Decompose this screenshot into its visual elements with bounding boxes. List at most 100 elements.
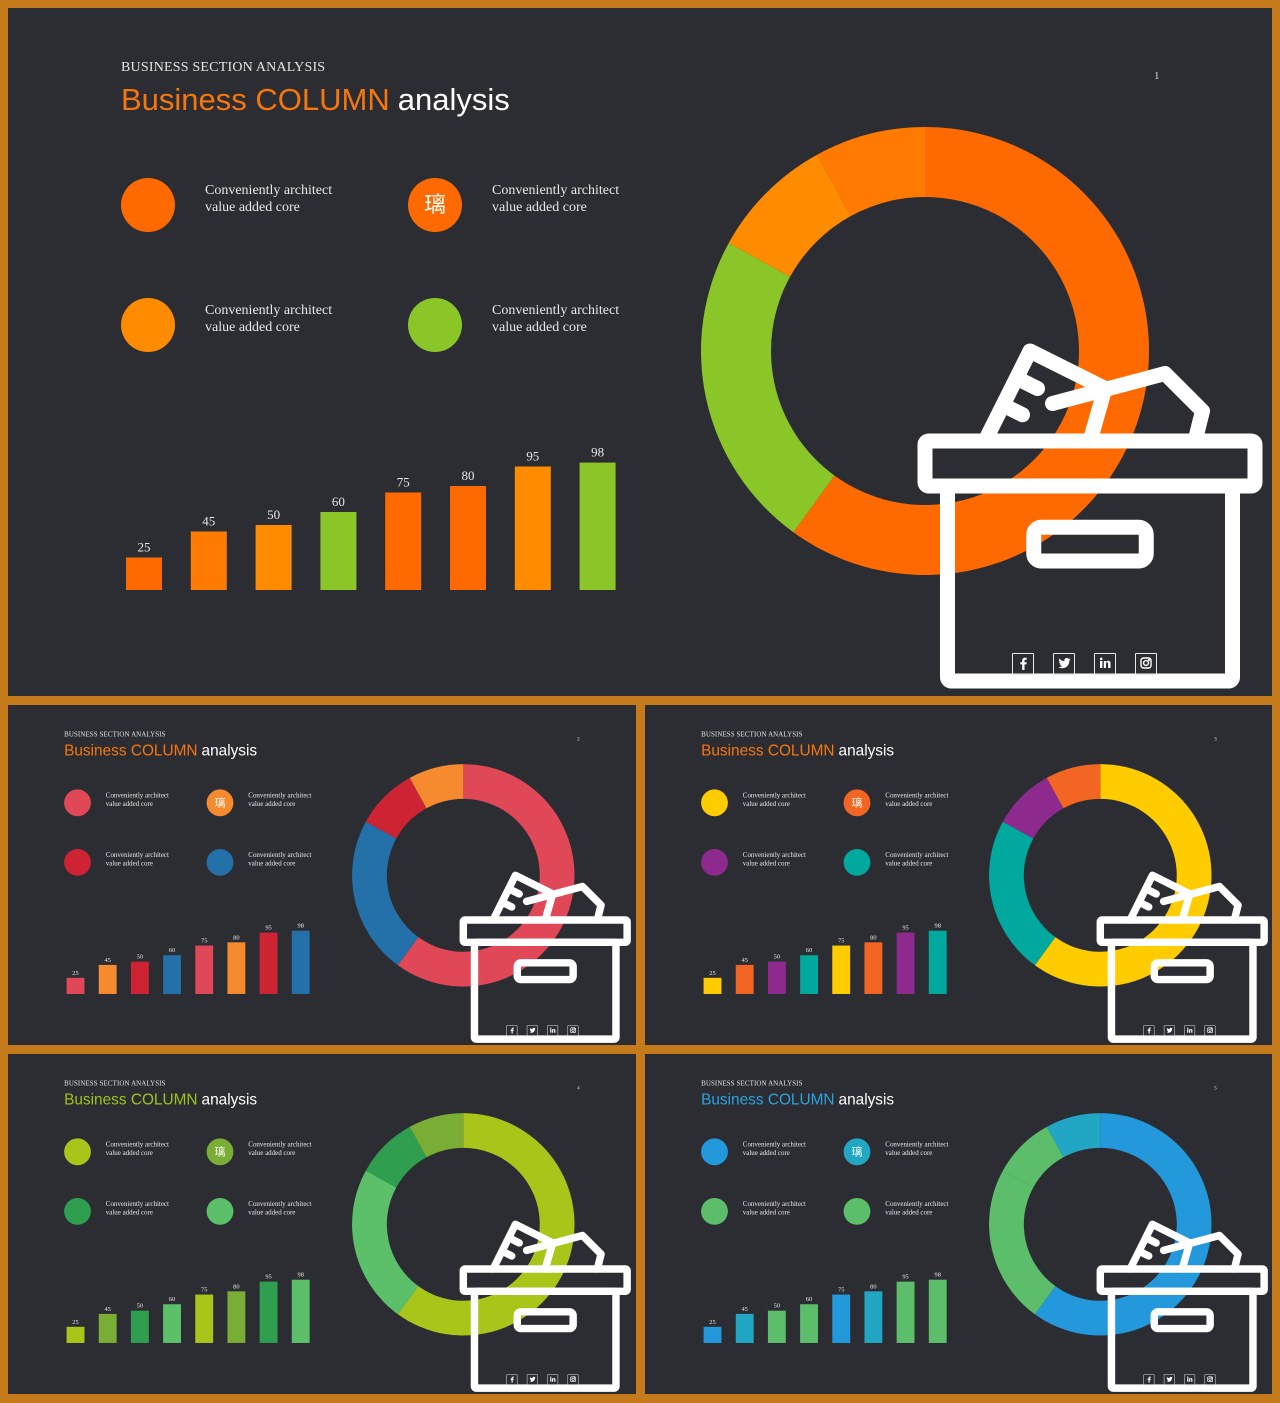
donut-slice-1 — [397, 764, 575, 987]
legend-item: Conveniently architect value added core — [843, 1196, 988, 1226]
facebook-icon[interactable] — [506, 1025, 518, 1037]
legend-item: 璃 Conveniently architect value added cor… — [408, 175, 698, 235]
bar-3 — [767, 961, 786, 994]
bar-value-label: 25 — [72, 970, 78, 977]
bar-value-label: 75 — [201, 1287, 207, 1294]
title-accent: Business COLUMN — [121, 82, 390, 117]
bar-7 — [259, 932, 278, 994]
bar-value-label: 50 — [774, 954, 780, 961]
donut-slice-2 — [701, 243, 835, 533]
legend-line-1: Conveniently architect — [742, 791, 806, 800]
donut-chart — [352, 1113, 631, 1392]
title-accent: Business COLUMN — [64, 741, 198, 760]
donut-chart-svg — [989, 764, 1212, 987]
legend-line-2: value added core — [492, 200, 587, 215]
legend-dot — [64, 1197, 91, 1225]
donut-slice-4 — [409, 1113, 464, 1158]
twitter-icon[interactable] — [1163, 1025, 1175, 1037]
instagram-icon[interactable] — [1204, 1025, 1216, 1037]
donut-slice-3 — [1002, 777, 1064, 839]
twitter-icon[interactable] — [526, 1374, 538, 1386]
instagram-icon[interactable] — [1135, 653, 1157, 675]
legend-item: 璃 Conveniently architect value added cor… — [206, 788, 351, 818]
legend-line-2: value added core — [248, 859, 296, 868]
linkedin-icon[interactable] — [547, 1374, 559, 1386]
social-links — [1143, 1025, 1222, 1038]
bar-value-label: 98 — [298, 923, 304, 930]
donut-chart-svg — [352, 1113, 575, 1336]
donut-chart-svg — [701, 127, 1149, 575]
facebook-icon[interactable] — [1012, 653, 1034, 675]
bar-value-label: 25 — [72, 1319, 78, 1326]
bar-4 — [163, 955, 181, 994]
title-rest: analysis — [201, 741, 258, 760]
instagram-icon[interactable] — [1204, 1374, 1216, 1386]
legend-dot — [206, 848, 234, 876]
bar-value-label: 50 — [267, 507, 280, 522]
facebook-icon[interactable] — [1143, 1374, 1155, 1386]
instagram-icon[interactable] — [567, 1374, 579, 1386]
bar-5 — [832, 945, 851, 994]
linkedin-icon[interactable] — [1184, 1374, 1196, 1386]
legend-item: Conveniently architect value added core — [206, 1196, 351, 1226]
bar-4 — [800, 1304, 818, 1343]
legend-line-2: value added core — [885, 1149, 933, 1157]
linkedin-icon[interactable] — [1094, 653, 1116, 675]
facebook-icon[interactable] — [506, 1374, 518, 1386]
slide-content: BUSINESS SECTION ANALYSIS Business COLUM… — [645, 705, 1272, 1045]
bar-chart-svg: 25 45 50 60 75 80 95 98 — [703, 923, 947, 994]
bar-5 — [832, 1294, 851, 1343]
linkedin-icon[interactable] — [1184, 1025, 1196, 1037]
bar-value-label: 25 — [709, 970, 715, 977]
legend-item: Conveniently architect value added core — [206, 847, 351, 877]
title-rest: analysis — [838, 741, 895, 760]
twitter-icon[interactable] — [526, 1025, 538, 1037]
legend-item: Conveniently architect value added core — [701, 847, 845, 877]
slide-content: BUSINESS SECTION ANALYSIS Business COLUM… — [645, 1054, 1272, 1394]
bar-6 — [864, 942, 883, 994]
bar-3 — [130, 961, 149, 994]
legend-dot — [701, 1138, 728, 1166]
linkedin-icon[interactable] — [547, 1025, 559, 1037]
bar-value-label: 50 — [137, 954, 143, 961]
bar-chart: 25 45 50 60 75 80 95 98 — [62, 914, 315, 996]
facebook-icon[interactable] — [1143, 1025, 1155, 1037]
bar-7 — [259, 1281, 278, 1343]
twitter-icon[interactable] — [1053, 653, 1075, 675]
slide-subtitle: BUSINESS SECTION ANALYSIS — [64, 1079, 166, 1088]
slide-2: BUSINESS SECTION ANALYSIS Business COLUM… — [8, 705, 636, 1045]
legend-line-2: value added core — [885, 800, 933, 808]
twitter-icon[interactable] — [1163, 1374, 1175, 1386]
legend-dot — [64, 848, 91, 876]
legend-dot — [701, 789, 728, 817]
title-accent: Business COLUMN — [701, 741, 835, 760]
legend-item: Conveniently architect value added core — [121, 295, 411, 355]
legend-line-2: value added core — [205, 320, 300, 335]
legend-line-1: Conveniently architect — [105, 791, 169, 800]
bar-7 — [514, 466, 551, 590]
title-accent: Business COLUMN — [64, 1090, 198, 1109]
donut-chart — [989, 764, 1268, 1043]
bar-7 — [896, 1281, 915, 1343]
bar-value-label: 60 — [169, 1296, 175, 1303]
slide-subtitle: BUSINESS SECTION ANALYSIS — [701, 1079, 803, 1088]
legend-dot — [408, 298, 462, 352]
legend-line-1: Conveniently architect — [105, 1140, 169, 1149]
legend-line-1: Conveniently architect — [248, 791, 312, 800]
bar-2 — [98, 964, 117, 994]
donut-slice-3 — [1002, 1126, 1064, 1188]
legend-line-1: Conveniently architect — [205, 303, 333, 318]
slide-title: Business COLUMN analysis — [701, 1091, 894, 1109]
legend-line-2: value added core — [105, 1208, 153, 1217]
legend-item: Conveniently architect value added core — [64, 1196, 208, 1226]
instagram-icon[interactable] — [567, 1025, 579, 1037]
bar-1 — [66, 1326, 85, 1343]
bar-4 — [800, 955, 818, 994]
bar-chart-svg: 25 45 50 60 75 80 95 98 — [126, 445, 616, 590]
bar-value-label: 98 — [298, 1272, 304, 1279]
bar-1 — [703, 977, 722, 994]
legend-dot — [206, 1197, 234, 1225]
legend-line-1: Conveniently architect — [248, 1200, 312, 1208]
legend-line-1: Conveniently architect — [105, 851, 169, 859]
page-number: 5 — [1213, 1084, 1217, 1091]
